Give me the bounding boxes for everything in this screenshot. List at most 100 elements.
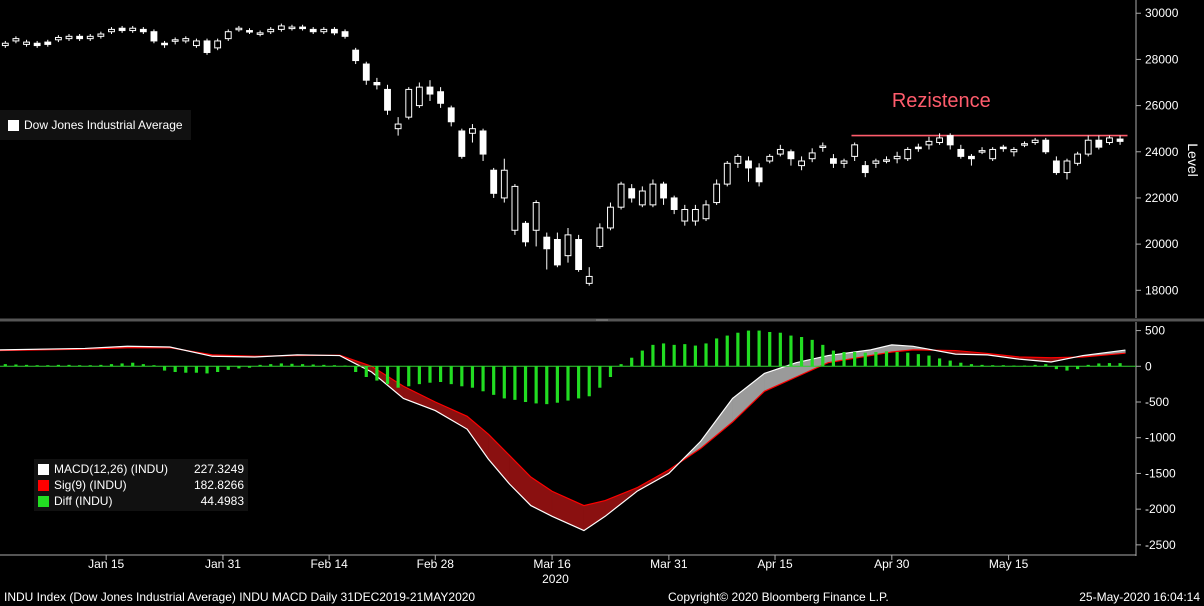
diff-bar bbox=[608, 366, 613, 377]
candle-body bbox=[479, 130, 487, 155]
diff-bar bbox=[577, 366, 581, 399]
candle-body bbox=[946, 135, 954, 146]
candle-body bbox=[978, 150, 986, 153]
candle-body bbox=[681, 208, 689, 222]
diff-bar bbox=[502, 366, 506, 399]
candle-body bbox=[224, 31, 232, 40]
diff-bar bbox=[481, 366, 485, 392]
macd-panel: 500 0 -500 -1000 -1500 -2000 -2500 bbox=[0, 322, 1176, 556]
candle-body bbox=[469, 128, 476, 134]
diff-bar bbox=[216, 366, 220, 372]
diff-bar bbox=[385, 366, 390, 385]
x-year-label: 2020 bbox=[542, 572, 569, 586]
diff-bar bbox=[290, 363, 294, 367]
candle-body bbox=[150, 31, 158, 42]
candle-body bbox=[607, 206, 614, 229]
diff-bar bbox=[205, 366, 209, 374]
candle-body bbox=[1, 42, 9, 47]
diff-bar bbox=[778, 332, 782, 367]
candle-body bbox=[893, 155, 901, 160]
diff-bar bbox=[354, 366, 358, 372]
diff-bar bbox=[630, 357, 634, 367]
diff-bar bbox=[587, 366, 591, 397]
diff-bar bbox=[141, 364, 145, 367]
candle-body bbox=[500, 169, 508, 199]
candle-body bbox=[670, 197, 678, 210]
diff-bar bbox=[513, 366, 517, 400]
diff-bar bbox=[704, 343, 708, 367]
candle-body bbox=[755, 167, 763, 183]
price-tick-label: 22000 bbox=[1145, 191, 1179, 205]
candle-body bbox=[596, 227, 604, 247]
candle-body bbox=[161, 42, 168, 46]
diff-bar bbox=[736, 332, 740, 367]
candle-body bbox=[118, 27, 126, 32]
candle-body bbox=[522, 222, 529, 243]
diff-legend-row: Diff (INDU) 44.4983 bbox=[38, 493, 244, 509]
diff-bar bbox=[1076, 366, 1080, 370]
candle-body bbox=[288, 26, 296, 30]
candle-body bbox=[861, 165, 869, 174]
macd-tick-label: -500 bbox=[1145, 395, 1169, 409]
diff-bar bbox=[173, 366, 177, 372]
diff-bar bbox=[821, 344, 825, 367]
macd-line bbox=[0, 344, 1126, 532]
signal-legend-value: 182.8266 bbox=[193, 478, 244, 492]
x-tick-label: Apr 30 bbox=[874, 557, 910, 571]
diff-bar bbox=[683, 344, 687, 367]
diff-bar bbox=[672, 344, 676, 367]
diff-bar bbox=[152, 365, 156, 367]
diff-swatch bbox=[38, 495, 49, 507]
diff-bar bbox=[162, 366, 167, 371]
diff-bar bbox=[842, 352, 846, 367]
diff-bar bbox=[184, 366, 188, 373]
candle-body bbox=[798, 160, 805, 167]
candle-body bbox=[660, 183, 667, 199]
candle-body bbox=[1063, 160, 1071, 174]
candle-body bbox=[808, 152, 816, 160]
macd-tick-label: -2000 bbox=[1145, 502, 1176, 516]
diff-bar bbox=[237, 366, 241, 369]
candle-body bbox=[171, 39, 179, 42]
candle-body bbox=[1084, 139, 1092, 155]
diff-bar bbox=[895, 352, 899, 367]
x-tick-label: Feb 28 bbox=[417, 557, 455, 571]
diff-bar bbox=[194, 366, 199, 373]
candle-body bbox=[830, 158, 837, 164]
diff-bar bbox=[619, 364, 623, 367]
macd-signal-fill bbox=[488, 433, 510, 485]
candle-body bbox=[1010, 148, 1018, 153]
diff-bar bbox=[545, 366, 549, 405]
diff-bar bbox=[948, 360, 952, 367]
candle-body bbox=[309, 28, 317, 33]
diff-bar bbox=[24, 364, 29, 367]
diff-bar bbox=[831, 350, 836, 367]
candle-body bbox=[341, 31, 349, 37]
diff-legend-value: 44.4983 bbox=[200, 494, 244, 508]
price-legend: Dow Jones Industrial Average bbox=[0, 110, 191, 140]
candle-body bbox=[277, 25, 285, 30]
diff-bar bbox=[3, 364, 7, 367]
candle-body bbox=[437, 91, 445, 104]
candle-body bbox=[97, 33, 105, 37]
diff-bar bbox=[460, 366, 464, 387]
signal-swatch bbox=[38, 479, 49, 491]
diff-bar bbox=[226, 366, 230, 370]
x-tick-label: Jan 15 bbox=[88, 557, 124, 571]
diff-bar bbox=[555, 366, 559, 403]
diff-bar bbox=[269, 364, 273, 367]
candle-body bbox=[33, 42, 41, 47]
candle-body bbox=[235, 27, 243, 31]
candle-body bbox=[320, 28, 328, 33]
candle-body bbox=[914, 146, 922, 150]
diff-bar bbox=[661, 343, 666, 367]
candle-body bbox=[23, 41, 30, 45]
diff-bar bbox=[715, 338, 719, 367]
x-tick-label: Mar 31 bbox=[650, 557, 688, 571]
diff-bar bbox=[725, 335, 729, 367]
diff-bar bbox=[959, 362, 963, 367]
candle-body bbox=[745, 160, 752, 169]
candle-body bbox=[267, 28, 275, 33]
price-tick-label: 24000 bbox=[1145, 145, 1179, 159]
diff-bar bbox=[78, 365, 82, 367]
